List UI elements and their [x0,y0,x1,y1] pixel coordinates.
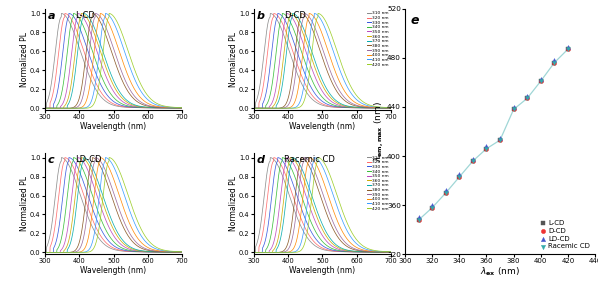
D-CD [428,205,437,210]
Legend: 310 nm, 320 nm, 330 nm, 340 nm, 350 nm, 360 nm, 370 nm, 380 nm, 390 nm, 400 nm, : 310 nm, 320 nm, 330 nm, 340 nm, 350 nm, … [366,155,389,211]
Legend: L-CD, D-CD, LD-CD, Racemic CD: L-CD, D-CD, LD-CD, Racemic CD [539,219,591,251]
D-CD [414,218,423,222]
L-CD [454,175,464,179]
L-CD [523,96,532,101]
LD-CD [509,105,518,109]
X-axis label: Wavelength (nm): Wavelength (nm) [289,266,355,275]
L-CD [550,60,559,65]
LD-CD [441,188,450,193]
L-CD [536,79,545,84]
X-axis label: $\lambda_\mathbf{ex}$ (nm): $\lambda_\mathbf{ex}$ (nm) [480,266,520,278]
LD-CD [428,203,437,208]
Text: LD-CD: LD-CD [75,155,102,164]
Racemic CD [495,138,505,142]
LD-CD [495,135,505,140]
L-CD [441,191,450,195]
Racemic CD [550,60,559,65]
LD-CD [454,172,464,177]
Text: L-CD: L-CD [75,11,95,20]
D-CD [563,47,573,51]
Racemic CD [536,79,545,84]
L-CD [482,147,492,151]
Racemic CD [428,205,437,210]
Text: e: e [411,14,419,27]
X-axis label: Wavelength (nm): Wavelength (nm) [81,122,147,131]
D-CD [495,138,505,142]
LD-CD [563,45,573,49]
Y-axis label: $\lambda_\mathbf{em,max}$ (nm): $\lambda_\mathbf{em,max}$ (nm) [372,101,386,162]
D-CD [441,191,450,195]
Racemic CD [468,159,478,163]
Y-axis label: Normalized PL: Normalized PL [228,176,237,231]
Text: b: b [257,11,264,21]
LD-CD [468,156,478,161]
Racemic CD [482,147,492,151]
Text: Racemic CD: Racemic CD [284,155,335,164]
D-CD [509,107,518,112]
Legend: 310 nm, 320 nm, 330 nm, 340 nm, 350 nm, 360 nm, 370 nm, 380 nm, 390 nm, 400 nm, : 310 nm, 320 nm, 330 nm, 340 nm, 350 nm, … [366,11,389,67]
Text: c: c [48,155,54,165]
D-CD [536,79,545,84]
D-CD [550,60,559,65]
D-CD [482,147,492,151]
Racemic CD [563,47,573,51]
Racemic CD [414,218,423,222]
L-CD [563,47,573,51]
L-CD [468,159,478,163]
Text: d: d [257,155,264,165]
D-CD [454,175,464,179]
LD-CD [536,76,545,81]
Y-axis label: Normalized PL: Normalized PL [20,176,29,231]
LD-CD [414,215,423,220]
Racemic CD [523,96,532,101]
LD-CD [523,94,532,98]
L-CD [428,205,437,210]
X-axis label: Wavelength (nm): Wavelength (nm) [81,266,147,275]
L-CD [495,138,505,142]
LD-CD [482,144,492,149]
Y-axis label: Normalized PL: Normalized PL [228,32,237,87]
D-CD [523,96,532,101]
Racemic CD [454,175,464,179]
LD-CD [550,58,559,63]
Racemic CD [441,191,450,195]
L-CD [509,107,518,112]
X-axis label: Wavelength (nm): Wavelength (nm) [289,122,355,131]
Text: a: a [48,11,55,21]
Text: D-CD: D-CD [284,11,306,20]
Racemic CD [509,107,518,112]
Y-axis label: Normalized PL: Normalized PL [20,32,29,87]
D-CD [468,159,478,163]
L-CD [414,218,423,222]
